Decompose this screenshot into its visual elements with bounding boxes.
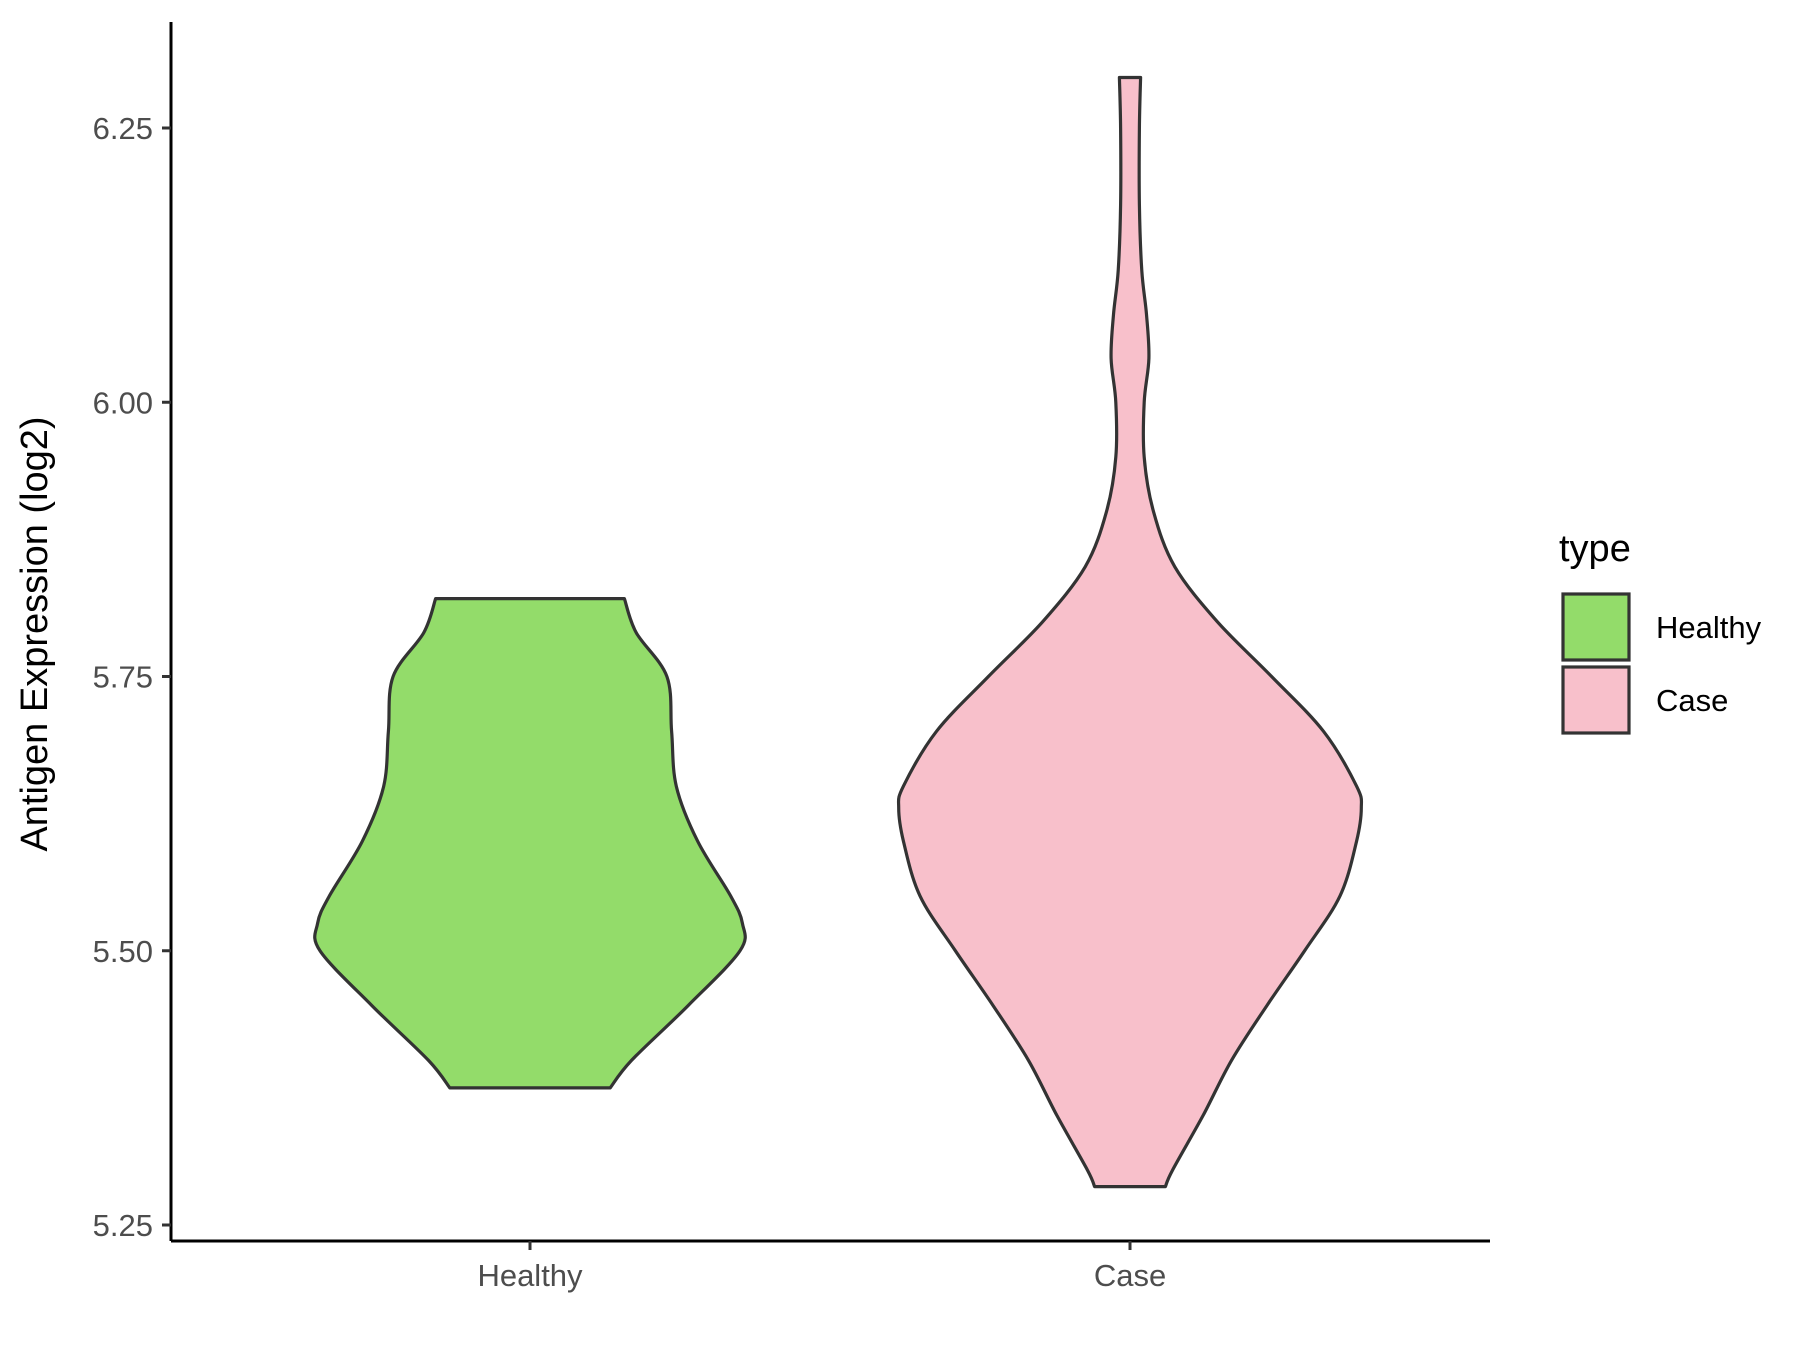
- y-tick-label: 5.75: [93, 660, 153, 695]
- legend-label-case: Case: [1656, 683, 1728, 718]
- violin-case: [896, 75, 1364, 1189]
- legend-title: type: [1559, 528, 1631, 570]
- x-tick-label: Case: [1094, 1258, 1166, 1293]
- violin-healthy: [313, 597, 747, 1090]
- axes-layer: 5.25 5.50 5.75 6.00 6.25 Healthy Case: [93, 22, 1490, 1293]
- legend-items: Healthy Case: [1561, 592, 1762, 735]
- y-axis-title: Antigen Expression (log2): [14, 416, 56, 851]
- legend-swatch-case: [1561, 665, 1631, 735]
- legend-label-healthy: Healthy: [1656, 610, 1762, 645]
- y-tick-label: 6.00: [93, 385, 153, 420]
- y-tick-label: 5.50: [93, 934, 153, 969]
- x-tick-label: Healthy: [477, 1258, 583, 1293]
- legend: type Healthy Case: [1559, 528, 1762, 735]
- y-tick-label: 6.25: [93, 111, 153, 146]
- y-tick-label: 5.25: [93, 1208, 153, 1243]
- violins-layer: [313, 75, 1364, 1189]
- legend-swatch-healthy: [1561, 592, 1631, 662]
